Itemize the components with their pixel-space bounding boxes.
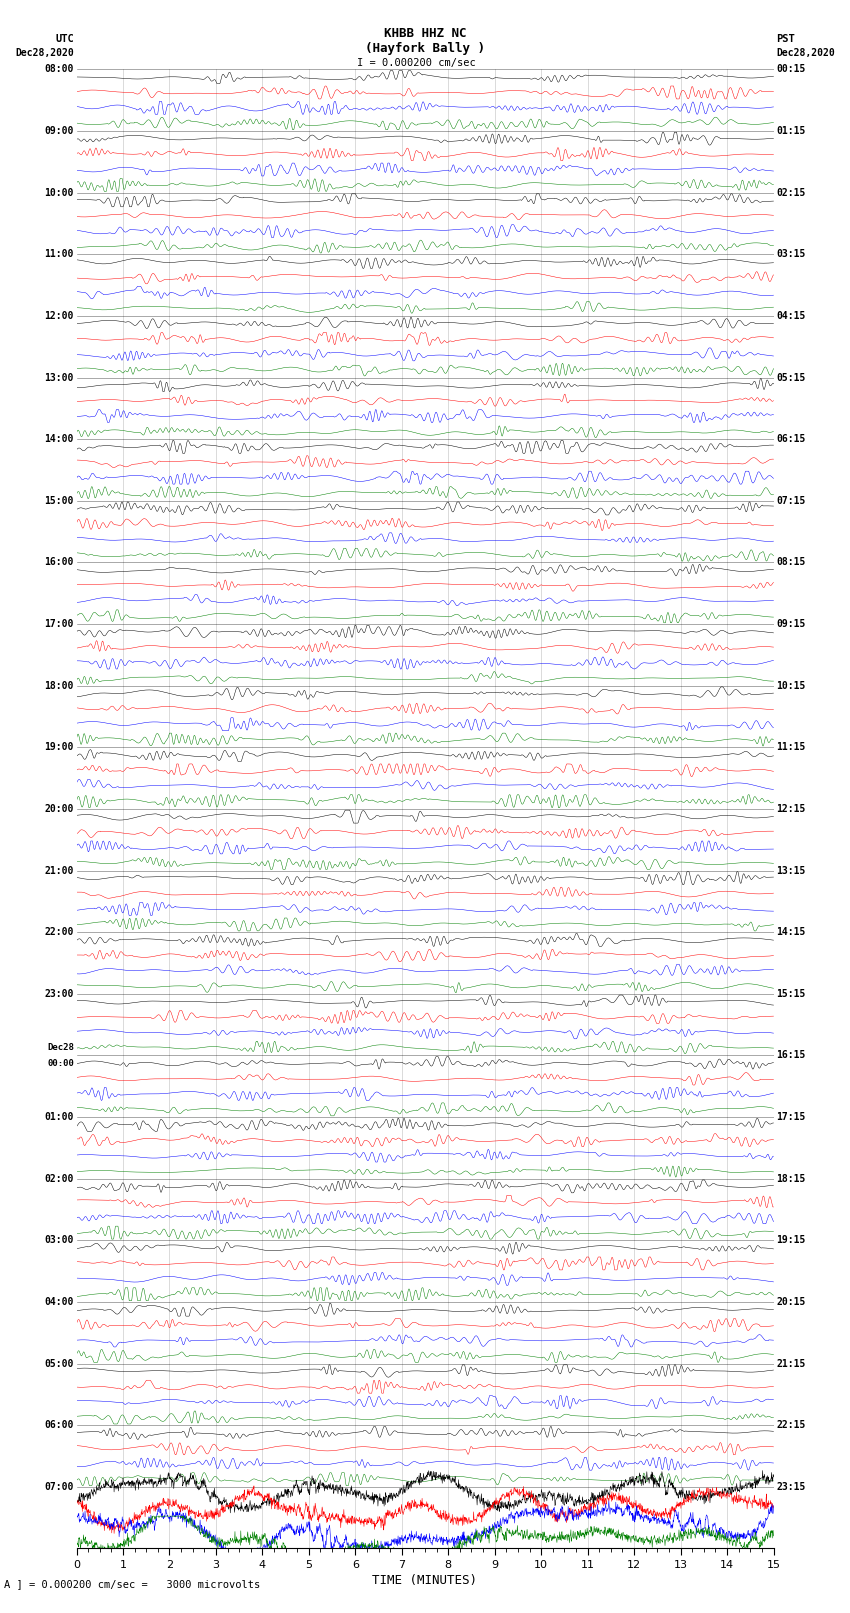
Text: I = 0.000200 cm/sec: I = 0.000200 cm/sec	[357, 58, 476, 68]
Text: 19:00: 19:00	[44, 742, 74, 752]
Text: 20:15: 20:15	[776, 1297, 806, 1307]
Text: 21:00: 21:00	[44, 866, 74, 876]
Text: 11:00: 11:00	[44, 250, 74, 260]
Text: 13:15: 13:15	[776, 866, 806, 876]
Text: 02:00: 02:00	[44, 1174, 74, 1184]
Text: 04:00: 04:00	[44, 1297, 74, 1307]
Text: UTC: UTC	[55, 34, 74, 44]
Text: 00:15: 00:15	[776, 65, 806, 74]
Text: PST: PST	[776, 34, 795, 44]
Text: 05:00: 05:00	[44, 1358, 74, 1368]
Text: 15:15: 15:15	[776, 989, 806, 998]
Text: 10:15: 10:15	[776, 681, 806, 690]
Text: 16:00: 16:00	[44, 558, 74, 568]
Text: 15:00: 15:00	[44, 495, 74, 506]
Text: 07:00: 07:00	[44, 1482, 74, 1492]
Text: 18:15: 18:15	[776, 1174, 806, 1184]
Text: 11:15: 11:15	[776, 742, 806, 752]
Text: 06:00: 06:00	[44, 1419, 74, 1431]
Text: 06:15: 06:15	[776, 434, 806, 444]
Text: 22:15: 22:15	[776, 1419, 806, 1431]
Text: 09:00: 09:00	[44, 126, 74, 135]
Text: 01:15: 01:15	[776, 126, 806, 135]
Text: 13:00: 13:00	[44, 373, 74, 382]
Text: 10:00: 10:00	[44, 187, 74, 198]
Text: 23:15: 23:15	[776, 1482, 806, 1492]
Text: 03:15: 03:15	[776, 250, 806, 260]
Text: 09:15: 09:15	[776, 619, 806, 629]
Text: 12:15: 12:15	[776, 803, 806, 815]
Text: 14:15: 14:15	[776, 927, 806, 937]
Text: 18:00: 18:00	[44, 681, 74, 690]
Text: 07:15: 07:15	[776, 495, 806, 506]
Text: Dec28: Dec28	[47, 1044, 74, 1052]
Text: A ] = 0.000200 cm/sec =   3000 microvolts: A ] = 0.000200 cm/sec = 3000 microvolts	[4, 1579, 260, 1589]
Text: 12:00: 12:00	[44, 311, 74, 321]
Text: 01:00: 01:00	[44, 1111, 74, 1123]
Text: 05:15: 05:15	[776, 373, 806, 382]
X-axis label: TIME (MINUTES): TIME (MINUTES)	[372, 1574, 478, 1587]
Text: 21:15: 21:15	[776, 1358, 806, 1368]
Text: 22:00: 22:00	[44, 927, 74, 937]
Text: 17:15: 17:15	[776, 1111, 806, 1123]
Text: 02:15: 02:15	[776, 187, 806, 198]
Text: 04:15: 04:15	[776, 311, 806, 321]
Text: 20:00: 20:00	[44, 803, 74, 815]
Text: 17:00: 17:00	[44, 619, 74, 629]
Text: Dec28,2020: Dec28,2020	[776, 48, 835, 58]
Text: 08:00: 08:00	[44, 65, 74, 74]
Text: 03:00: 03:00	[44, 1236, 74, 1245]
Text: (Hayfork Bally ): (Hayfork Bally )	[365, 42, 485, 55]
Text: 23:00: 23:00	[44, 989, 74, 998]
Text: 08:15: 08:15	[776, 558, 806, 568]
Text: KHBB HHZ NC: KHBB HHZ NC	[383, 27, 467, 40]
Text: Dec28,2020: Dec28,2020	[15, 48, 74, 58]
Text: 16:15: 16:15	[776, 1050, 806, 1060]
Text: 14:00: 14:00	[44, 434, 74, 444]
Text: 00:00: 00:00	[47, 1058, 74, 1068]
Text: 19:15: 19:15	[776, 1236, 806, 1245]
